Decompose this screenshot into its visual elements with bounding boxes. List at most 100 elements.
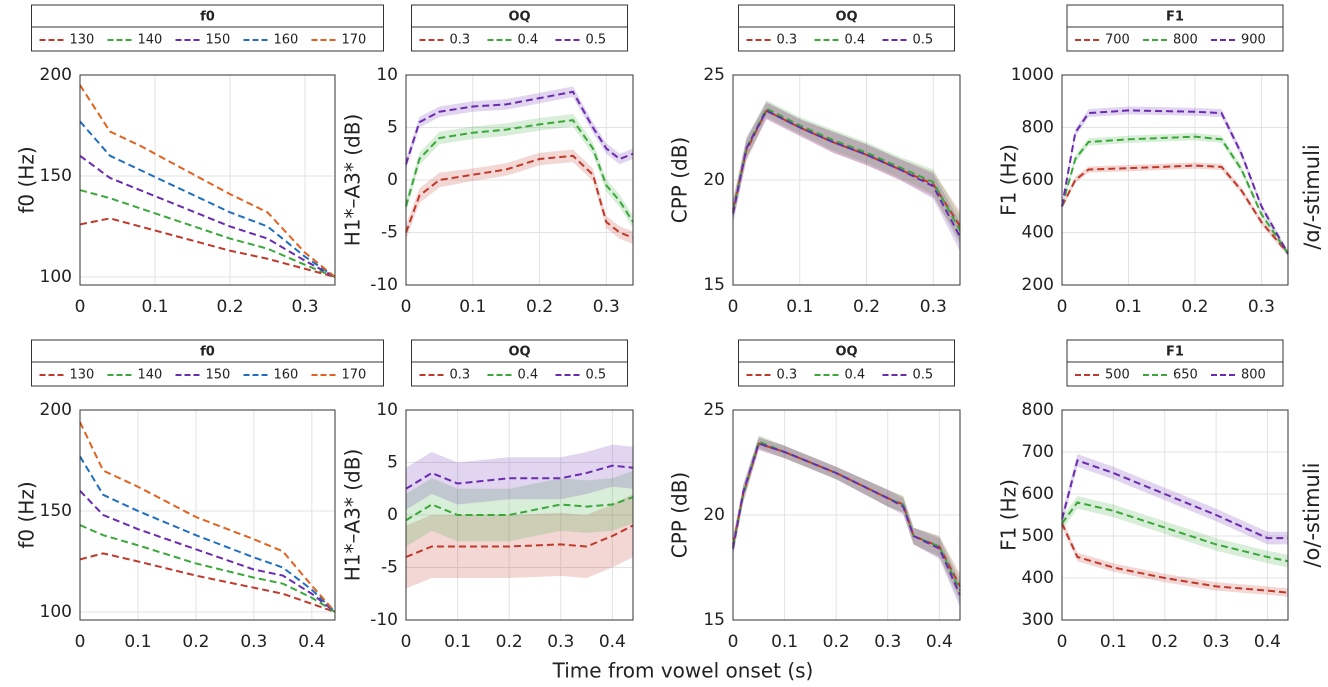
x-tick-label: 0.4 xyxy=(599,632,626,652)
x-tick-label: 0.2 xyxy=(526,297,553,317)
x-tick-label: 0 xyxy=(75,297,86,317)
y-tick-label: 20 xyxy=(703,170,725,190)
series-line xyxy=(79,189,336,278)
error-band xyxy=(1062,496,1288,568)
x-tick-label: 0.1 xyxy=(141,297,168,317)
x-tick-label: 0.4 xyxy=(298,632,325,652)
legend-label: 900 xyxy=(1241,33,1266,48)
y-axis-label: f0 (Hz) xyxy=(15,146,39,213)
x-tick-label: 0 xyxy=(728,297,739,317)
x-tick-label: 0.1 xyxy=(444,632,471,652)
error-band xyxy=(406,149,633,245)
y-tick-label: 1000 xyxy=(1011,65,1054,85)
row-label: /ɑ/-stimuli xyxy=(1300,144,1324,250)
legend-title: OQ xyxy=(508,10,530,25)
series-line xyxy=(79,552,336,613)
y-tick-label: 20 xyxy=(703,505,725,525)
legend-label: 0.4 xyxy=(518,33,539,48)
y-tick-label: 15 xyxy=(703,275,725,295)
x-tick-label: 0.3 xyxy=(593,297,620,317)
series-line xyxy=(79,217,336,278)
y-tick-label: 400 xyxy=(1022,223,1054,243)
legend-label: 0.5 xyxy=(586,368,607,383)
legend-box xyxy=(1066,4,1284,52)
x-tick-label: 0.2 xyxy=(1181,297,1208,317)
legend-label: 700 xyxy=(1105,33,1130,48)
series-line xyxy=(79,490,336,613)
legend-title: OQ xyxy=(835,10,857,25)
y-tick-label: 10 xyxy=(376,400,398,420)
legend-label: 500 xyxy=(1105,368,1130,383)
error-band xyxy=(406,494,633,589)
x-tick-label: 0.3 xyxy=(1248,297,1275,317)
series-line xyxy=(405,90,634,165)
y-tick-label: -5 xyxy=(381,223,398,243)
legend-box xyxy=(738,339,955,387)
series-line xyxy=(1061,522,1289,594)
y-tick-label: 0 xyxy=(387,170,398,190)
plot-area xyxy=(80,410,335,620)
axes-frame xyxy=(405,409,634,621)
error-band xyxy=(733,102,960,241)
legend-label: 800 xyxy=(1241,368,1266,383)
x-tick-label: 0 xyxy=(1057,632,1068,652)
error-band xyxy=(1062,519,1288,597)
series-line xyxy=(1061,459,1288,540)
legend-box xyxy=(411,4,628,52)
y-tick-label: 5 xyxy=(387,453,398,473)
x-tick-label: 0.3 xyxy=(291,297,318,317)
axes-frame xyxy=(732,409,961,621)
legend-title: F1 xyxy=(1166,345,1184,360)
y-axis-label: CPP (dB) xyxy=(668,472,692,558)
y-tick-label: 5 xyxy=(387,118,398,138)
series-line xyxy=(405,154,634,239)
series-line xyxy=(79,84,336,278)
y-tick-label: 500 xyxy=(1022,526,1054,546)
x-tick-label: 0.3 xyxy=(240,632,267,652)
error-band xyxy=(1062,106,1288,257)
legend-label: 130 xyxy=(70,368,95,383)
legend-label: 140 xyxy=(138,33,163,48)
y-tick-label: 800 xyxy=(1022,118,1054,138)
y-tick-label: 100 xyxy=(40,267,72,287)
series-line xyxy=(405,496,634,522)
legend-box xyxy=(31,339,384,387)
x-tick-label: 0 xyxy=(75,632,86,652)
legend-box xyxy=(1066,339,1284,387)
x-tick-label: 0.1 xyxy=(1115,297,1142,317)
row-label: /o/-stimuli xyxy=(1300,462,1324,567)
y-tick-label: 200 xyxy=(40,400,72,420)
error-band xyxy=(406,444,633,510)
x-tick-label: 0.3 xyxy=(1203,632,1230,652)
y-tick-label: 15 xyxy=(703,610,725,630)
error-band xyxy=(733,100,960,246)
series-line xyxy=(732,109,961,227)
y-tick-label: 400 xyxy=(1022,568,1054,588)
x-tick-label: 0.3 xyxy=(547,632,574,652)
legend-label: 170 xyxy=(342,368,367,383)
y-axis-label: CPP (dB) xyxy=(668,137,692,223)
y-tick-label: 25 xyxy=(703,400,725,420)
legend-label: 0.5 xyxy=(586,33,607,48)
series-line xyxy=(79,154,336,278)
y-axis-label: F1 (Hz) xyxy=(997,144,1021,216)
series-line xyxy=(1061,164,1289,255)
axes-frame xyxy=(1061,74,1289,286)
legend-box xyxy=(31,4,384,52)
series-line xyxy=(732,109,961,238)
series-line xyxy=(1061,109,1289,254)
axes-frame xyxy=(405,74,634,286)
legend-label: 0.3 xyxy=(777,33,798,48)
y-tick-label: -10 xyxy=(370,275,398,295)
series-line xyxy=(79,455,336,613)
plot-area xyxy=(80,75,335,285)
y-tick-label: 700 xyxy=(1022,442,1054,462)
y-axis-label: f0 (Hz) xyxy=(15,481,39,548)
axes-frame xyxy=(1061,409,1289,621)
series-line xyxy=(1061,135,1289,255)
y-tick-label: 25 xyxy=(703,65,725,85)
legend-label: 0.3 xyxy=(450,368,471,383)
y-axis-label: F1 (Hz) xyxy=(997,479,1021,551)
x-tick-label: 0.1 xyxy=(459,297,486,317)
series-line xyxy=(79,421,336,613)
